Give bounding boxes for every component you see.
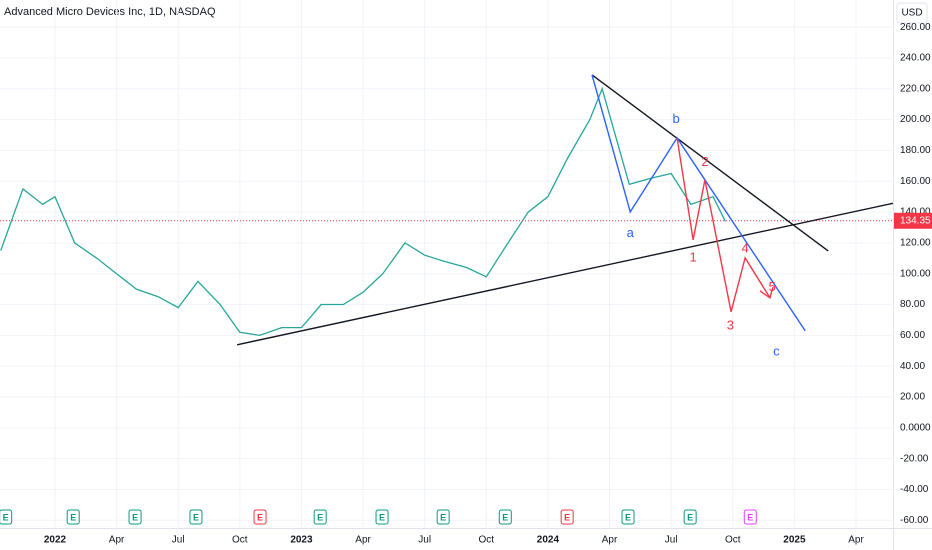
earnings-icon[interactable]	[189, 509, 203, 525]
x-tick-label: Jul	[665, 535, 678, 546]
earnings-label: E	[502, 512, 508, 522]
earnings-label: E	[687, 512, 693, 522]
earnings-icon[interactable]	[743, 509, 757, 525]
y-tick-label: -20.00	[900, 453, 929, 464]
x-tick-label: Apr	[848, 535, 864, 546]
earnings-icon[interactable]	[375, 509, 389, 525]
earnings-label: E	[747, 512, 753, 522]
x-tick-label: Apr	[109, 535, 125, 546]
y-tick-label: 240.00	[900, 53, 931, 64]
x-tick-label: 2024	[537, 535, 560, 546]
earnings-label: E	[132, 512, 138, 522]
x-tick-label: Jul	[172, 535, 185, 546]
earnings-label: E	[379, 512, 385, 522]
wave-label: 2	[701, 154, 708, 169]
drawing-line	[591, 74, 829, 252]
wave-label: 5	[769, 279, 776, 294]
earnings-label: E	[440, 512, 446, 522]
wave-label: 3	[727, 318, 734, 333]
chart-title: Advanced Micro Devices Inc, 1D, NASDAQ	[4, 6, 216, 18]
earnings-label: E	[193, 512, 199, 522]
x-tick-label: Apr	[602, 535, 618, 546]
earnings-icon[interactable]	[253, 509, 267, 525]
x-tick-label: Jul	[418, 535, 431, 546]
earnings-label: E	[317, 512, 323, 522]
earnings-icon[interactable]	[621, 509, 635, 525]
y-tick-label: 20.00	[900, 392, 925, 403]
wave-label: c	[773, 344, 780, 359]
earnings-label: E	[70, 512, 76, 522]
x-tick-label: Apr	[355, 535, 371, 546]
earnings-icon[interactable]	[560, 509, 574, 525]
y-tick-label: 120.00	[900, 238, 931, 249]
earnings-icon[interactable]	[313, 509, 327, 525]
x-tick-label: 2022	[44, 535, 67, 546]
currency-button[interactable]	[896, 2, 928, 24]
wave-label: a	[627, 225, 635, 240]
earnings-label: E	[564, 512, 570, 522]
earnings-icon[interactable]	[0, 509, 13, 525]
x-tick-label: 2023	[290, 535, 313, 546]
earnings-label: E	[625, 512, 631, 522]
y-tick-label: 100.00	[900, 268, 931, 279]
drawing-line	[236, 202, 894, 346]
x-tick-label: Oct	[232, 535, 248, 546]
last-price-label: 134.35	[900, 215, 931, 226]
x-tick-label: Oct	[725, 535, 741, 546]
y-tick-label: 0.0000	[900, 422, 931, 433]
earnings-icon[interactable]	[436, 509, 450, 525]
y-tick-label: 140.00	[900, 207, 931, 218]
earnings-label: E	[257, 512, 263, 522]
y-tick-label: 200.00	[900, 114, 931, 125]
earnings-icon[interactable]	[128, 509, 142, 525]
wave-label: b	[672, 111, 679, 126]
y-tick-label: -60.00	[900, 515, 929, 526]
price-line	[0, 86, 726, 337]
y-tick-label: -40.00	[900, 484, 929, 495]
earnings-label: E	[3, 512, 9, 522]
currency[interactable]: USD	[901, 8, 922, 19]
y-tick-label: 60.00	[900, 330, 925, 341]
y-tick-label: 160.00	[900, 176, 931, 187]
earnings-icon[interactable]	[683, 509, 697, 525]
y-tick-label: 220.00	[900, 83, 931, 94]
y-tick-label: 180.00	[900, 145, 931, 156]
x-tick-label: 2025	[783, 535, 806, 546]
earnings-icon[interactable]	[66, 509, 80, 525]
y-tick-label: 80.00	[900, 299, 925, 310]
y-tick-label: 40.00	[900, 361, 925, 372]
earnings-icon[interactable]	[498, 509, 512, 525]
wave-label: 4	[741, 240, 748, 255]
drawing-line	[591, 74, 806, 332]
drawing-line	[676, 137, 771, 312]
arrow-head	[759, 286, 774, 300]
y-tick-label: 260.00	[900, 22, 931, 33]
x-tick-label: Oct	[479, 535, 495, 546]
wave-label: 1	[689, 250, 696, 265]
last-price-box	[894, 212, 932, 229]
